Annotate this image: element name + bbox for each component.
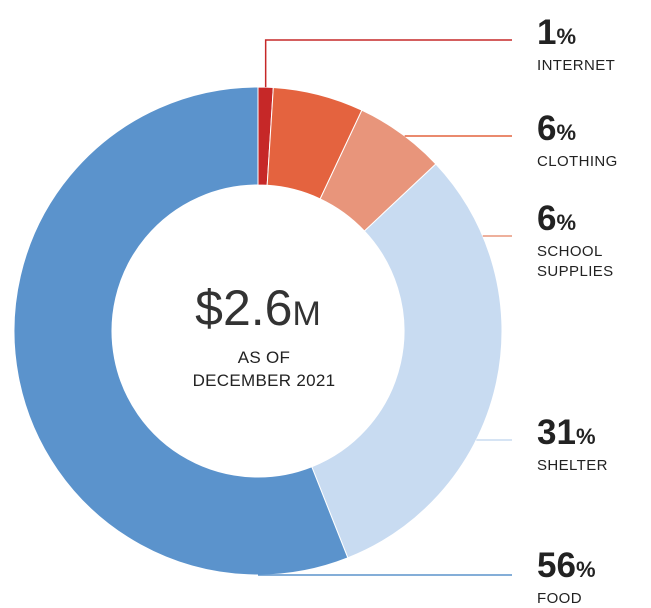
center-amount: $2.6M xyxy=(195,280,321,336)
category-label-school-supplies-line2: SUPPLIES xyxy=(537,263,614,280)
category-label-internet: INTERNET xyxy=(537,57,615,74)
slice-food xyxy=(13,86,349,576)
slice-shelter xyxy=(311,163,503,559)
percent-label-internet: 1% xyxy=(537,13,576,52)
category-label-school-supplies-line1: SCHOOL xyxy=(537,243,603,260)
leader-lines xyxy=(258,39,512,576)
center-amount-value: $2.6 xyxy=(195,280,292,336)
percent-label-food: 56% xyxy=(537,546,596,585)
center-amount-unit: M xyxy=(293,295,321,333)
percent-label-school-supplies: 6% xyxy=(537,199,576,238)
center-subtitle-line1: AS OF xyxy=(238,348,291,367)
percent-label-shelter: 31% xyxy=(537,413,596,452)
leader-line-internet xyxy=(264,39,512,88)
donut-slices xyxy=(13,86,503,576)
category-label-shelter: SHELTER xyxy=(537,457,608,474)
center-subtitle-line2: DECEMBER 2021 xyxy=(193,371,336,390)
category-label-food: FOOD xyxy=(537,590,582,607)
slice-labels: 1% INTERNET 6% CLOTHING 6% SCHOOL SUPPLIES 31% S… xyxy=(537,13,618,607)
percent-label-clothing: 6% xyxy=(537,109,576,148)
category-label-clothing: CLOTHING xyxy=(537,153,618,170)
